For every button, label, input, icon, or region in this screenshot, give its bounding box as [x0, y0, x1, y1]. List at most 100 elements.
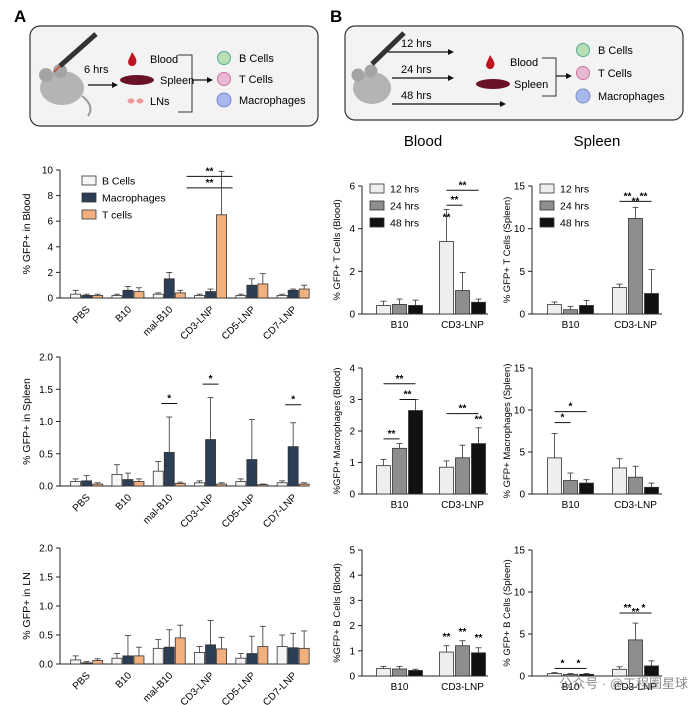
x-tick-label: CD5-LNP [220, 492, 258, 530]
x-tick-label: CD3-LNP [614, 682, 657, 693]
schematic-b-time-12: 12 hrs [401, 38, 432, 50]
legend-label: 12 hrs [560, 184, 589, 196]
bar [563, 309, 578, 315]
bar [455, 290, 470, 315]
bar [205, 291, 216, 299]
significance-label: ** [404, 390, 412, 401]
bar [122, 289, 134, 299]
y-tick-label: 0 [349, 672, 355, 683]
y-axis-label: % GFP+ B Cells (Spleen) [502, 559, 513, 666]
y-tick-label: 0.5 [39, 449, 53, 460]
b-cell-icon [217, 51, 231, 65]
bar [298, 288, 310, 299]
bar [111, 657, 123, 665]
legend-swatch [369, 217, 385, 228]
y-axis-label: %GFP+ B Cells (Blood) [332, 563, 343, 663]
mouse-icon [39, 64, 92, 117]
y-tick-label: 0.0 [39, 482, 53, 493]
bar [276, 646, 288, 665]
x-tick-label: B10 [562, 320, 580, 331]
y-tick-label: 1 [349, 458, 355, 469]
y-tick-label: 2 [349, 267, 355, 278]
blood-drop-icon [486, 55, 495, 70]
mouse-icon [351, 64, 391, 104]
schematic-a-cell-b: B Cells [239, 53, 274, 65]
y-tick-label: 5 [519, 448, 525, 459]
y-axis-label: %GFP+ Macrophages (Blood) [332, 368, 343, 495]
x-tick-label: CD7-LNP [261, 304, 299, 342]
bar [81, 295, 93, 299]
schematic-b-cell-t: T Cells [598, 68, 633, 80]
y-axis-label: % GFP+ in Spleen [21, 378, 33, 465]
y-tick-label: 2.0 [39, 353, 53, 364]
y-tick-label: 0 [349, 310, 355, 321]
bar [471, 652, 486, 677]
y-axis-label: % GFP+ in LN [21, 572, 33, 639]
bar [276, 295, 288, 299]
bar [174, 637, 186, 665]
significance-label: ** [206, 178, 214, 189]
bar [257, 646, 269, 665]
panel-label-b: B [330, 7, 342, 26]
bar [471, 443, 486, 495]
x-tick-label: B10 [562, 682, 580, 693]
x-tick-label: B10 [391, 682, 409, 693]
x-tick-label: CD3-LNP [179, 670, 217, 705]
bar [547, 304, 562, 315]
bar [246, 459, 258, 487]
x-tick-label: CD3-LNP [441, 682, 484, 693]
x-tick-label: CD5-LNP [220, 670, 258, 705]
bar [628, 476, 643, 495]
bar [174, 292, 186, 299]
y-tick-label: 2.0 [39, 544, 53, 555]
panel-label-a: A [14, 7, 26, 26]
schematic-a-time: 6 hrs [84, 64, 109, 76]
y-tick-label: 2 [349, 427, 355, 438]
x-tick-label: CD3-LNP [441, 320, 484, 331]
bar [471, 301, 486, 315]
bar [439, 651, 454, 677]
bar [246, 653, 258, 665]
bar [133, 481, 145, 487]
bar [612, 287, 627, 315]
x-tick-label: mal-B10 [141, 492, 175, 526]
y-tick-label: 10 [514, 406, 526, 417]
y-tick-label: 3 [349, 395, 355, 406]
bar [257, 484, 269, 487]
x-tick-label: PBS [71, 670, 93, 692]
schematic-b-cell-macrophage: Macrophages [598, 91, 665, 103]
bar [216, 214, 227, 299]
bar [174, 483, 186, 487]
chart-b3: 0 1 2 3 4 %GFP+ Macrophages (Blood) B10 CD3-LNP… [332, 364, 488, 511]
bar [194, 295, 205, 299]
schematic-a-organ-lns: LNs [150, 96, 170, 108]
y-tick-label: 1.5 [39, 573, 53, 584]
significance-label: * [577, 658, 581, 669]
bar [392, 447, 407, 495]
legend-label: 24 hrs [390, 201, 419, 213]
bar [287, 446, 299, 487]
bar [152, 647, 164, 665]
schematic-b-cell-b: B Cells [598, 45, 633, 57]
significance-label: * [561, 658, 565, 669]
bar [92, 483, 104, 487]
bar [152, 470, 164, 487]
y-tick-label: 0.5 [39, 631, 53, 642]
significance-label: ** [388, 429, 396, 440]
significance-label: * [291, 395, 295, 406]
bar [455, 457, 470, 495]
significance-label: ** [459, 180, 467, 191]
y-tick-label: 0 [519, 490, 525, 501]
x-tick-label: PBS [71, 492, 93, 514]
y-tick-label: 0 [519, 310, 525, 321]
blood-drop-icon [128, 52, 137, 67]
chart-b1: 0 2 4 6 % GFP+ T Cells (Blood) B10 CD3-LNP 12 h… [332, 180, 488, 331]
bar [376, 465, 391, 495]
macrophage-icon [216, 92, 232, 108]
bar [133, 291, 145, 299]
y-tick-label: 15 [514, 364, 526, 375]
legend-label: Macrophages [102, 193, 166, 205]
bar [612, 467, 627, 495]
significance-label: ** [459, 627, 467, 638]
significance-label: * [167, 393, 171, 404]
